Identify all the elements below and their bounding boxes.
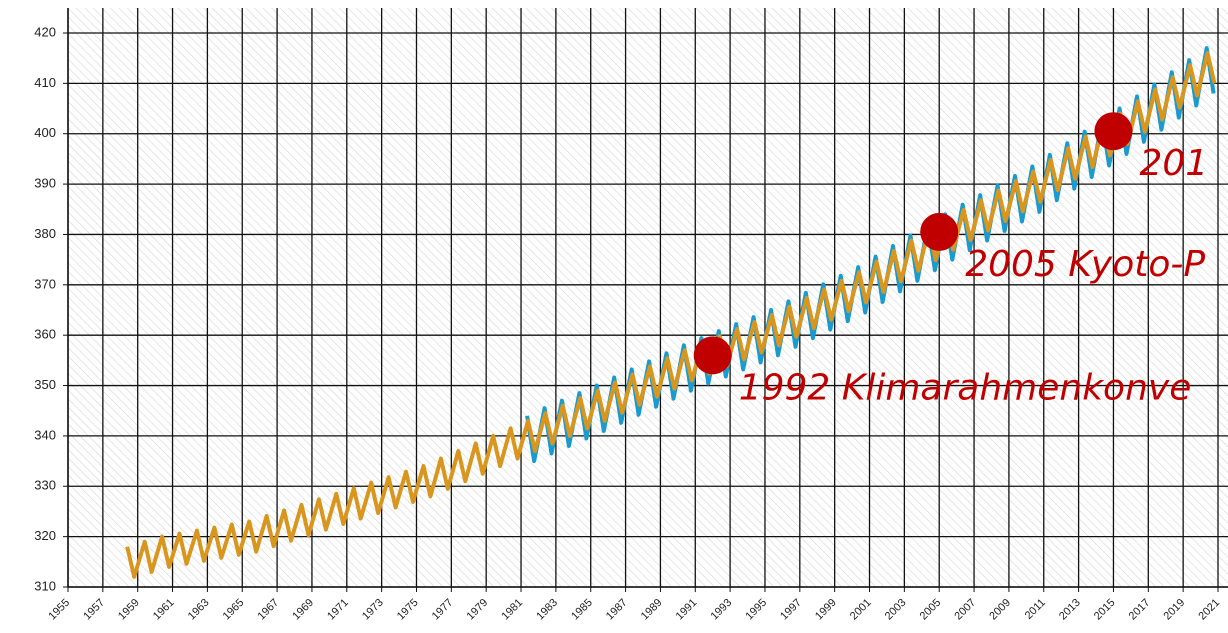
y-tick-label: 380 xyxy=(34,226,56,241)
x-tick-label: 2003 xyxy=(883,597,909,623)
x-tick-label: 2001 xyxy=(848,597,874,623)
x-tick-label: 1993 xyxy=(708,597,734,623)
series-line xyxy=(125,51,1217,579)
x-tick-label: 1955 xyxy=(46,597,72,623)
x-tick-label: 1987 xyxy=(604,597,630,623)
y-tick-label: 330 xyxy=(34,478,56,493)
x-tick-label: 1967 xyxy=(255,597,281,623)
y-tick-label: 350 xyxy=(34,377,56,392)
x-tick-label: 2005 xyxy=(918,597,944,623)
x-tick-label: 1991 xyxy=(674,597,700,623)
x-tick-label: 1995 xyxy=(743,597,769,623)
x-tick-label: 1997 xyxy=(778,597,804,623)
x-tick-label: 1979 xyxy=(465,597,491,623)
x-tick-label: 2009 xyxy=(987,597,1013,623)
x-tick-label: 2019 xyxy=(1162,597,1188,623)
x-tick-label: 1975 xyxy=(395,597,421,623)
x-tick-label: 1965 xyxy=(221,597,247,623)
y-tick-label: 340 xyxy=(34,427,56,442)
y-tick-label: 400 xyxy=(34,125,56,140)
x-tick-label: 1963 xyxy=(186,597,212,623)
x-tick-label: 1969 xyxy=(290,597,316,623)
x-tick-label: 1981 xyxy=(499,597,525,623)
y-tick-label: 410 xyxy=(34,75,56,90)
x-tick-label: 1973 xyxy=(360,597,386,623)
x-tick-label: 1983 xyxy=(534,597,560,623)
annotation-dot xyxy=(693,336,732,375)
x-tick-label: 2013 xyxy=(1057,597,1083,623)
y-tick-label: 360 xyxy=(34,327,56,342)
y-tick-label: 310 xyxy=(34,578,56,593)
x-tick-label: 2015 xyxy=(1092,597,1118,623)
y-tick-label: 420 xyxy=(34,24,56,39)
annotation-dot xyxy=(920,212,959,251)
y-tick-label: 390 xyxy=(34,176,56,191)
annotation-label: 201 xyxy=(1139,143,1208,184)
plot-background xyxy=(68,8,1228,587)
annotation-dot xyxy=(1094,112,1133,151)
x-tick-label: 1985 xyxy=(569,597,595,623)
y-tick-label: 320 xyxy=(34,528,56,543)
annotation-label: 2005 Kyoto-P xyxy=(965,244,1205,285)
annotation-label: 1992 Klimarahmenkonve xyxy=(739,367,1192,408)
x-tick-label: 1957 xyxy=(81,597,107,623)
x-tick-label: 2021 xyxy=(1196,597,1222,623)
x-tick-label: 2017 xyxy=(1127,597,1153,623)
x-tick-label: 1971 xyxy=(325,597,351,623)
x-tick-label: 1999 xyxy=(813,597,839,623)
x-tick-label: 2007 xyxy=(952,597,978,623)
y-tick-label: 370 xyxy=(34,276,56,291)
x-tick-label: 2011 xyxy=(1023,597,1048,622)
x-tick-label: 1959 xyxy=(116,597,142,623)
x-tick-label: 1977 xyxy=(430,597,456,623)
x-tick-label: 1961 xyxy=(151,597,177,623)
x-tick-label: 1989 xyxy=(639,597,665,623)
